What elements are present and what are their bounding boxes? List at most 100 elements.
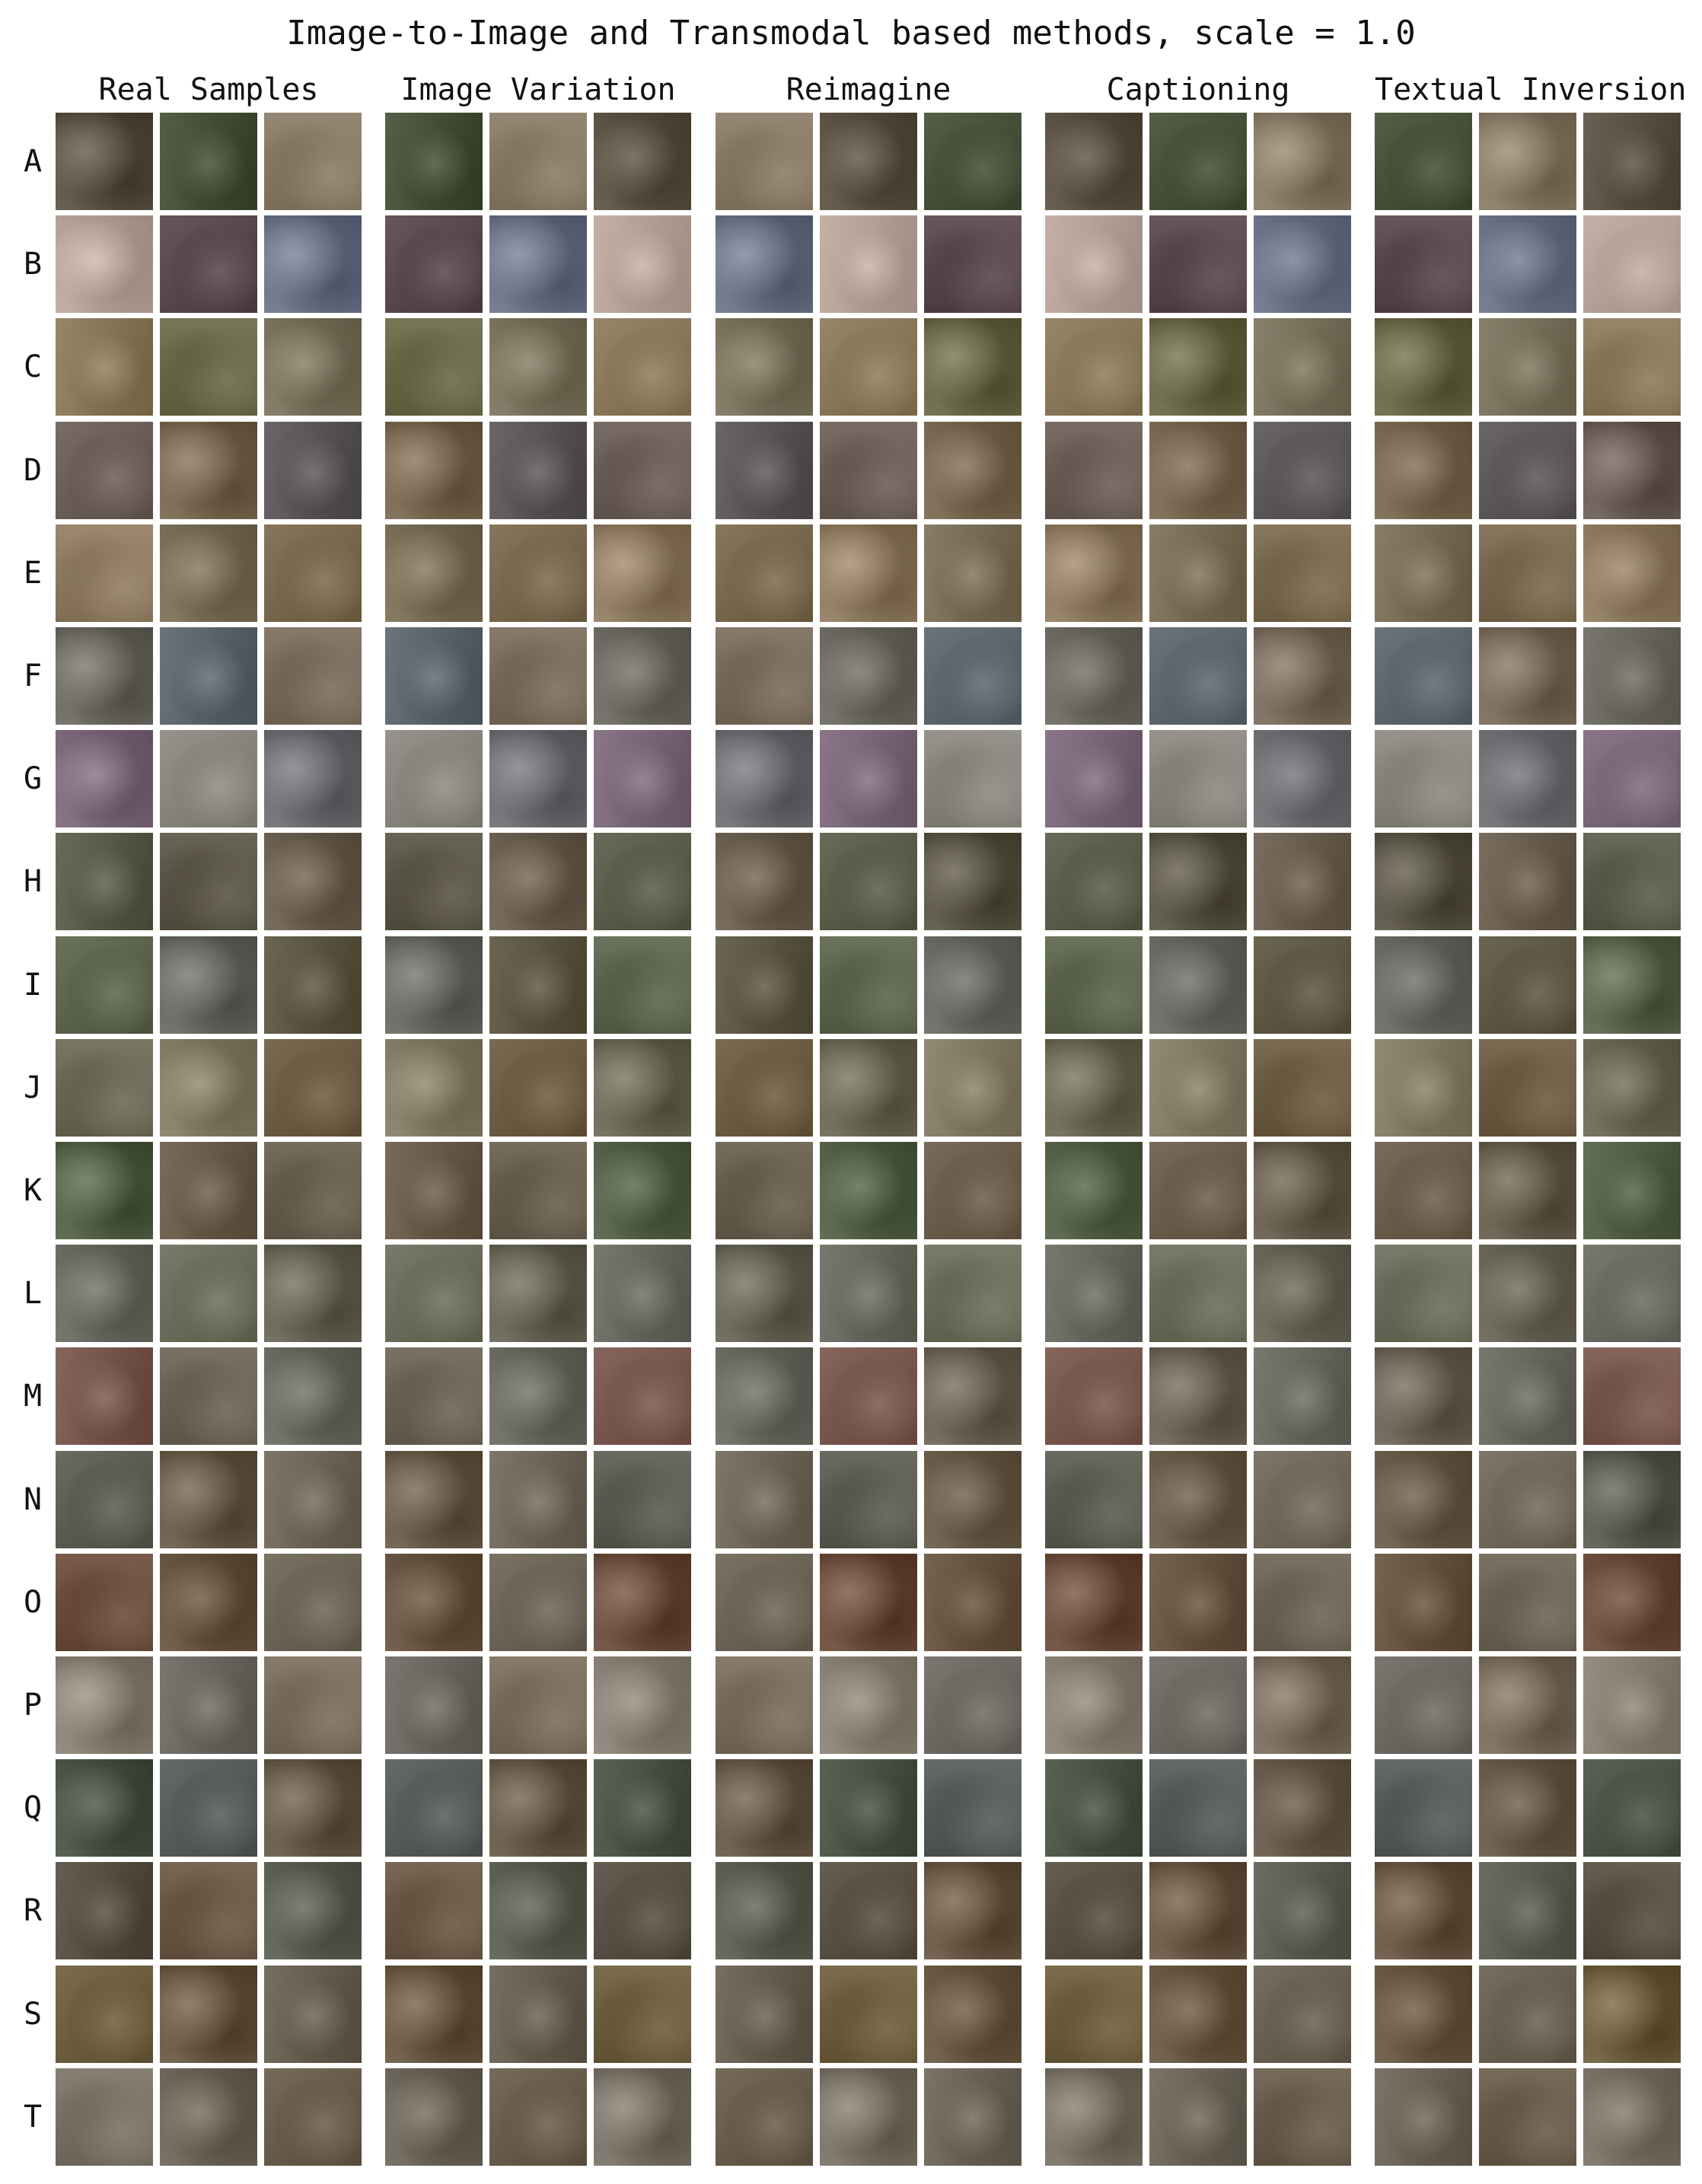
sample-image-reimagine-i-1 [716,936,813,1034]
sample-image-variation-p-1 [385,1656,483,1754]
sample-image-real-s-3 [264,1966,362,2063]
figure-title: Image-to-Image and Transmodal based meth… [286,14,1416,53]
row-label-o: O [23,1585,43,1620]
sample-image-real-h-3 [264,833,362,930]
image-content [264,422,362,519]
sample-image-variation-r-1 [385,1862,483,1959]
image-content [264,318,362,416]
image-content [489,627,587,725]
sample-image-real-j-1 [56,1039,153,1137]
sample-image-textual-inversion-h-2 [1479,833,1576,930]
image-content [1149,215,1247,313]
image-content [56,2068,153,2166]
image-content [264,113,362,210]
image-content [594,627,691,725]
sample-image-real-o-2 [160,1554,257,1651]
image-content [820,833,917,930]
sample-image-reimagine-k-3 [924,1142,1022,1239]
image-content [56,1142,153,1239]
sample-image-variation-k-2 [489,1142,587,1239]
image-content [264,627,362,725]
sample-image-variation-r-2 [489,1862,587,1959]
sample-image-reimagine-b-1 [716,215,813,313]
sample-image-textual-inversion-n-3 [1583,1451,1681,1548]
sample-image-reimagine-b-3 [924,215,1022,313]
sample-image-real-o-1 [56,1554,153,1651]
image-content [716,730,813,827]
sample-image-reimagine-g-2 [820,730,917,827]
sample-image-reimagine-l-2 [820,1245,917,1342]
image-content [160,1451,257,1548]
sample-image-reimagine-f-2 [820,627,917,725]
sample-image-textual-inversion-l-3 [1583,1245,1681,1342]
sample-image-reimagine-i-3 [924,936,1022,1034]
row-label-f: F [23,658,43,693]
sample-image-variation-f-3 [594,627,691,725]
sample-image-captioning-b-1 [1045,215,1143,313]
sample-image-reimagine-n-2 [820,1451,917,1548]
image-content [1149,422,1247,519]
sample-image-textual-inversion-c-2 [1479,318,1576,416]
image-content [594,1862,691,1959]
sample-image-captioning-r-1 [1045,1862,1143,1959]
image-content [1583,215,1681,313]
image-content [1254,1142,1351,1239]
image-content [924,1862,1022,1959]
image-content [264,833,362,930]
sample-image-real-g-3 [264,730,362,827]
image-content [489,1966,587,2063]
image-content [924,1966,1022,2063]
sample-image-captioning-n-1 [1045,1451,1143,1548]
sample-image-captioning-h-1 [1045,833,1143,930]
sample-image-variation-a-1 [385,113,483,210]
image-content [1583,1347,1681,1445]
sample-image-real-c-1 [56,318,153,416]
sample-image-reimagine-h-1 [716,833,813,930]
sample-image-real-q-2 [160,1759,257,1857]
sample-image-reimagine-h-3 [924,833,1022,930]
image-content [1479,936,1576,1034]
image-content [716,215,813,313]
sample-image-reimagine-k-2 [820,1142,917,1239]
sample-image-textual-inversion-r-1 [1375,1862,1472,1959]
image-content [1149,1656,1247,1754]
sample-image-variation-c-3 [594,318,691,416]
image-content [716,1759,813,1857]
sample-image-captioning-r-2 [1149,1862,1247,1959]
sample-image-real-o-3 [264,1554,362,1651]
sample-image-real-m-2 [160,1347,257,1445]
image-content [160,833,257,930]
sample-image-reimagine-s-1 [716,1966,813,2063]
sample-image-captioning-n-2 [1149,1451,1247,1548]
image-content [1254,627,1351,725]
image-content [56,318,153,416]
image-content [1479,1966,1576,2063]
image-content [924,524,1022,622]
sample-image-real-b-1 [56,215,153,313]
sample-image-real-r-2 [160,1862,257,1959]
image-content [489,1554,587,1651]
sample-image-reimagine-q-2 [820,1759,917,1857]
image-content [1375,1347,1472,1445]
sample-image-textual-inversion-j-3 [1583,1039,1681,1137]
image-content [594,1451,691,1548]
sample-image-textual-inversion-o-2 [1479,1554,1576,1651]
image-content [160,730,257,827]
sample-image-real-b-2 [160,215,257,313]
image-content [716,833,813,930]
sample-image-variation-c-1 [385,318,483,416]
image-content [489,1862,587,1959]
sample-image-reimagine-k-1 [716,1142,813,1239]
image-content [924,2068,1022,2166]
sample-image-variation-t-2 [489,2068,587,2166]
image-content [264,1966,362,2063]
sample-image-reimagine-d-3 [924,422,1022,519]
sample-image-captioning-e-1 [1045,524,1143,622]
sample-image-reimagine-d-1 [716,422,813,519]
sample-image-textual-inversion-q-2 [1479,1759,1576,1857]
sample-image-real-l-1 [56,1245,153,1342]
image-content [716,1862,813,1959]
image-content [1479,215,1576,313]
image-content [264,1245,362,1342]
image-content [820,1245,917,1342]
